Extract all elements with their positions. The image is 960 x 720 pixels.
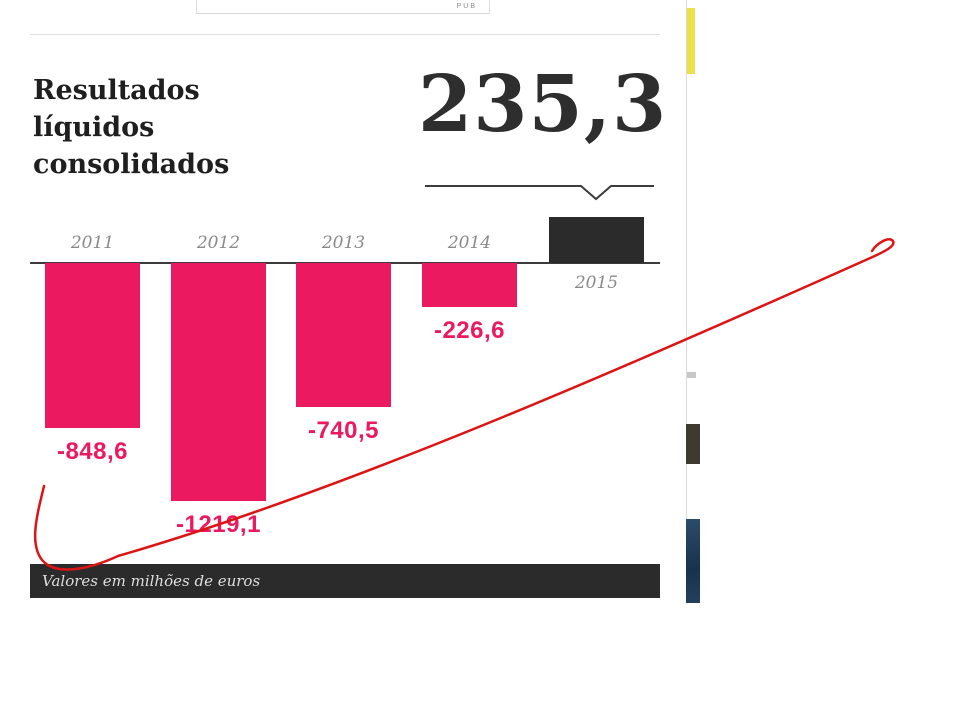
year-label-2013: 2013 (321, 233, 366, 253)
value-label-2011: -848,6 (56, 438, 129, 465)
bar-2011 (45, 263, 140, 428)
bar-2012 (171, 263, 266, 501)
value-label-2014: -226,6 (433, 317, 506, 344)
page-edge-sliver (687, 372, 696, 378)
big-number-2015: 235,3 (418, 59, 668, 150)
chart-title-line-1: Resultados (33, 75, 200, 106)
pub-label: PUB (456, 3, 477, 10)
pub-ad-box: PUB (196, 0, 490, 14)
pointer-brace-icon (425, 185, 654, 201)
chart-title: Resultados líquidos consolidados (33, 72, 229, 183)
value-label-2012: -1219,1 (176, 511, 261, 538)
page-edge-thumbnail-fragment (686, 424, 700, 464)
year-label-2012: 2012 (196, 233, 241, 253)
value-label-2013: -740,5 (307, 417, 380, 444)
chart-title-line-2: líquidos (33, 112, 155, 143)
bar-2015 (549, 217, 644, 263)
page-edge-yellow-strip (687, 8, 695, 74)
top-separator (30, 34, 660, 35)
page-edge-divider (686, 0, 687, 604)
footer-note: Valores em milhões de euros (42, 572, 261, 590)
bar-2014 (422, 263, 517, 307)
chart-title-line-3: consolidados (33, 149, 230, 180)
year-label-2015: 2015 (574, 273, 619, 293)
year-label-2011: 2011 (70, 233, 115, 253)
year-label-2014: 2014 (447, 233, 492, 253)
bar-2013 (296, 263, 391, 407)
footer-bar: Valores em milhões de euros (30, 564, 660, 598)
page-edge-thumbnail-fragment (686, 519, 700, 603)
